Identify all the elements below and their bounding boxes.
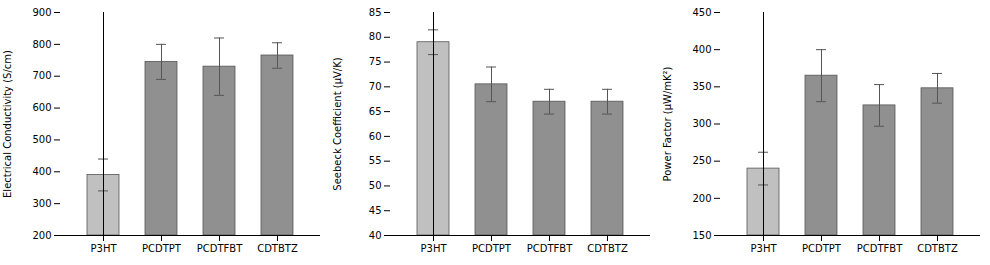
svg-text:85: 85 [369, 7, 382, 18]
svg-text:40: 40 [369, 230, 382, 241]
svg-text:800: 800 [32, 39, 51, 50]
svg-text:CDTBTZ: CDTBTZ [257, 243, 298, 254]
svg-text:CDTBTZ: CDTBTZ [917, 243, 958, 254]
svg-text:P3HT: P3HT [90, 243, 117, 254]
svg-text:P3HT: P3HT [750, 243, 777, 254]
svg-text:Power Factor (μW/mK²): Power Factor (μW/mK²) [662, 66, 673, 181]
svg-text:Seebeck Coefficient (μV/K): Seebeck Coefficient (μV/K) [332, 57, 343, 190]
svg-text:55: 55 [369, 155, 382, 166]
svg-text:PCDTPT: PCDTPT [142, 243, 182, 254]
svg-text:350: 350 [692, 81, 711, 92]
svg-text:150: 150 [692, 230, 711, 241]
svg-text:PCDTFBT: PCDTFBT [527, 243, 573, 254]
svg-text:600: 600 [32, 102, 51, 113]
svg-text:900: 900 [32, 7, 51, 18]
svg-text:P3HT: P3HT [420, 243, 447, 254]
svg-text:75: 75 [369, 56, 382, 67]
svg-text:CDTBTZ: CDTBTZ [587, 243, 628, 254]
svg-text:45: 45 [369, 205, 382, 216]
svg-text:200: 200 [32, 230, 51, 241]
svg-text:PCDTFBT: PCDTFBT [197, 243, 243, 254]
svg-text:450: 450 [692, 7, 711, 18]
svg-text:80: 80 [369, 31, 382, 42]
svg-text:PCDTFBT: PCDTFBT [857, 243, 903, 254]
svg-text:300: 300 [692, 118, 711, 129]
svg-text:300: 300 [32, 198, 51, 209]
svg-text:PCDTPT: PCDTPT [802, 243, 842, 254]
svg-text:65: 65 [369, 106, 382, 117]
svg-text:700: 700 [32, 70, 51, 81]
svg-text:400: 400 [692, 44, 711, 55]
svg-text:Electrical Conductivity (S/cm): Electrical Conductivity (S/cm) [2, 50, 13, 198]
svg-text:60: 60 [369, 131, 382, 142]
svg-text:250: 250 [692, 155, 711, 166]
svg-text:500: 500 [32, 134, 51, 145]
svg-text:50: 50 [369, 180, 382, 191]
svg-text:70: 70 [369, 81, 382, 92]
svg-text:PCDTPT: PCDTPT [472, 243, 512, 254]
svg-text:400: 400 [32, 166, 51, 177]
svg-text:200: 200 [692, 193, 711, 204]
